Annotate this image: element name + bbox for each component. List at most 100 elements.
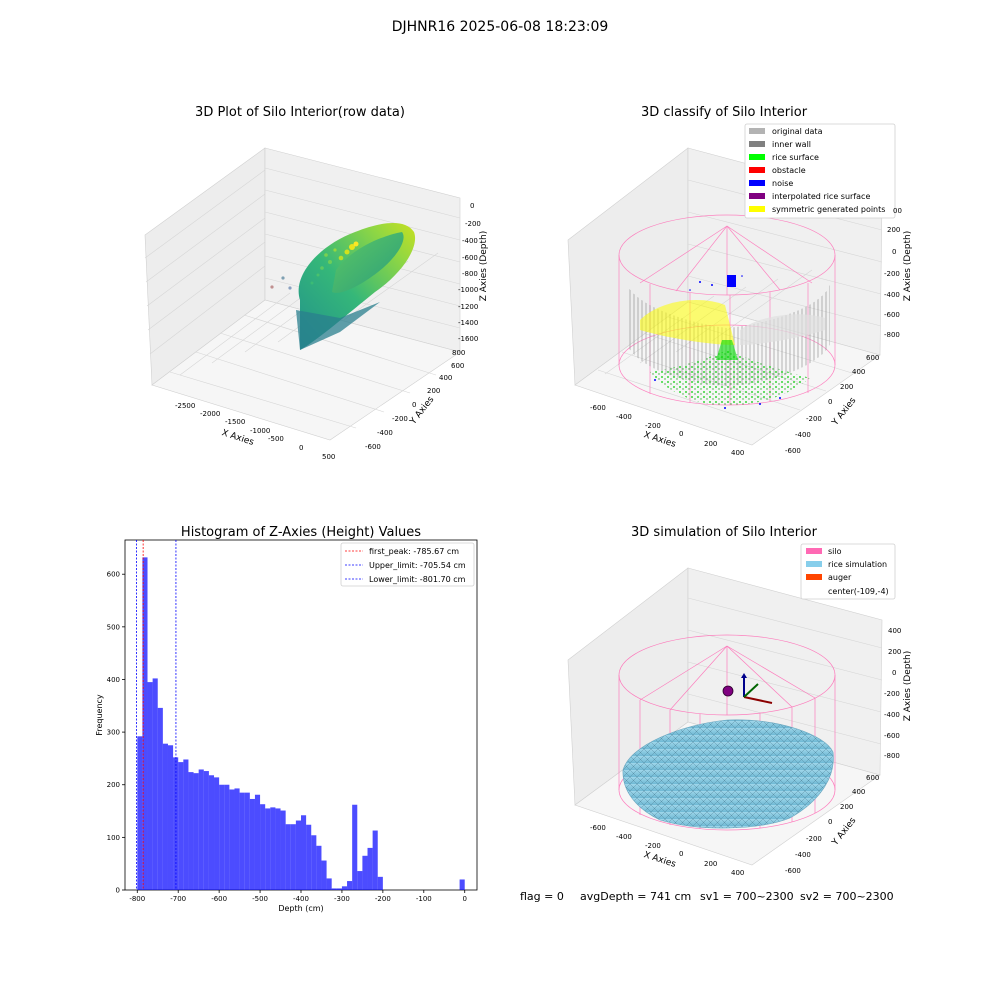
histogram-bar [306,824,312,890]
histogram-bar [137,736,143,890]
classify-y-tick: 0 [828,398,832,406]
histogram-x-tick-label: -100 [416,895,432,903]
histogram-bar [301,815,307,890]
status-sv1: sv1 = 700~2300 [700,890,794,903]
histogram-x-tick-label: -200 [375,895,391,903]
histogram-bar [249,798,255,890]
classify-x-tick: 400 [731,449,744,457]
histogram-x-ticks: -800 -700 -600 -500 -400 -300 -200 -100 0 [129,890,467,903]
histogram-bar [326,878,332,890]
sim-z-tick: 200 [888,648,901,656]
raw-z-tick: -1000 [458,286,478,294]
raw-x-tick: 500 [322,453,335,461]
panel-classify-3d: 3D classify of Silo Interior [567,105,913,457]
sim-z-tick: -200 [884,690,900,698]
classify-x-tick: -600 [590,404,606,412]
raw-x-tick: -500 [268,435,284,443]
sim-y-tick: -400 [795,851,811,859]
rice-surface-points [650,340,810,406]
sim-x-tick: 400 [731,869,744,877]
legend-swatch-rice-sim [806,561,822,567]
histogram-bar [157,707,163,890]
raw-z-tick: -600 [462,254,478,262]
histogram-x-label: Depth (cm) [278,904,323,913]
raw-z-tick: -1200 [458,303,478,311]
histogram-bar [331,888,337,890]
raw-y-tick: 800 [452,349,465,357]
raw-x-tick: -1500 [225,418,245,426]
sim-x-tick: 200 [704,860,717,868]
histogram-bar [162,743,168,890]
histogram-y-tick-label: 400 [107,676,120,684]
raw-z-tick: -800 [462,270,478,278]
sim-x-tick: -200 [645,842,661,850]
classify-y-tick: 400 [852,368,865,376]
classify-legend: original data inner wall rice surface ob… [744,123,902,219]
histogram-bar [347,881,353,890]
panel-simulation-3d: 3D simulation of Silo Interior [567,525,913,877]
classify-x-tick: -400 [616,413,632,421]
histogram-bar [229,789,235,890]
histogram-bar [147,682,153,890]
legend-swatch-silo [806,548,822,554]
histogram-title: Histogram of Z-Axies (Height) Values [181,525,421,540]
histogram-bar [280,810,286,890]
sim-y-tick: -200 [806,835,822,843]
simulation-title: 3D simulation of Silo Interior [631,525,818,540]
sim-z-tick: -800 [884,752,900,760]
legend-label: rice surface [772,153,819,162]
legend-label: silo [828,547,842,556]
sim-z-tick: 400 [888,627,901,635]
histogram-bar [188,772,194,890]
legend-label: auger [828,573,852,582]
classify-x-tick: 200 [704,440,717,448]
histogram-bar [321,860,327,890]
legend-lower-limit: Lower_limit: -801.70 cm [369,575,466,584]
status-line: flag = 0 avgDepth = 741 cm sv1 = 700~230… [520,890,894,903]
histogram-bar [260,804,266,890]
legend-first-peak: first_peak: -785.67 cm [369,547,459,556]
sim-z-tick: -600 [884,732,900,740]
rice-simulation-surface [622,719,834,829]
histogram-x-tick-label: -800 [129,895,145,903]
legend-swatch-inner-wall [749,141,765,147]
histogram-bar [275,808,281,890]
histogram-bar [367,847,373,890]
legend-upper-limit: Upper_limit: -705.54 cm [369,561,466,570]
simulation-legend: silo rice simulation auger center(-109,-… [800,543,896,600]
histogram-y-tick-label: 300 [107,729,120,737]
raw-3d-axes-panes [144,147,461,441]
histogram-x-tick-label: -300 [334,895,350,903]
histogram-bar [295,820,301,890]
sim-x-label: X Axies [642,850,677,870]
legend-label: obstacle [772,166,806,175]
classify-z-tick: -800 [884,331,900,339]
histogram-bar [214,777,220,890]
raw-x-tick: -1000 [250,427,270,435]
histogram-bar [311,835,317,890]
legend-label: rice simulation [828,560,887,569]
histogram-bar [372,830,378,890]
histogram-bar [152,678,158,890]
legend-swatch-rice-surface [749,154,765,160]
histogram-x-tick-label: 0 [462,895,466,903]
histogram-bar [362,855,368,890]
histogram-x-tick-label: -500 [252,895,268,903]
figure-title: DJHNR16 2025-06-08 18:23:09 [392,19,609,35]
histogram-y-ticks: 0 100 200 300 400 500 600 [107,571,125,895]
histogram-vlines [136,540,177,890]
sim-y-tick: 600 [866,774,879,782]
histogram-bar [336,888,342,890]
classify-x-tick: -200 [645,422,661,430]
raw-z-label: Z Axies (Depth) [479,231,489,302]
classify-z-tick: 0 [892,248,896,256]
legend-swatch-obstacle [749,167,765,173]
raw-y-tick: -400 [377,429,393,437]
histogram-x-tick-label: -600 [211,895,227,903]
histogram-bar [254,794,261,890]
raw-y-tick: 200 [427,387,440,395]
status-avg-depth: avgDepth = 741 cm [580,890,691,903]
classify-y-tick: -200 [806,415,822,423]
histogram-legend: first_peak: -785.67 cm Upper_limit: -705… [340,542,475,587]
histogram-bar [167,745,174,890]
